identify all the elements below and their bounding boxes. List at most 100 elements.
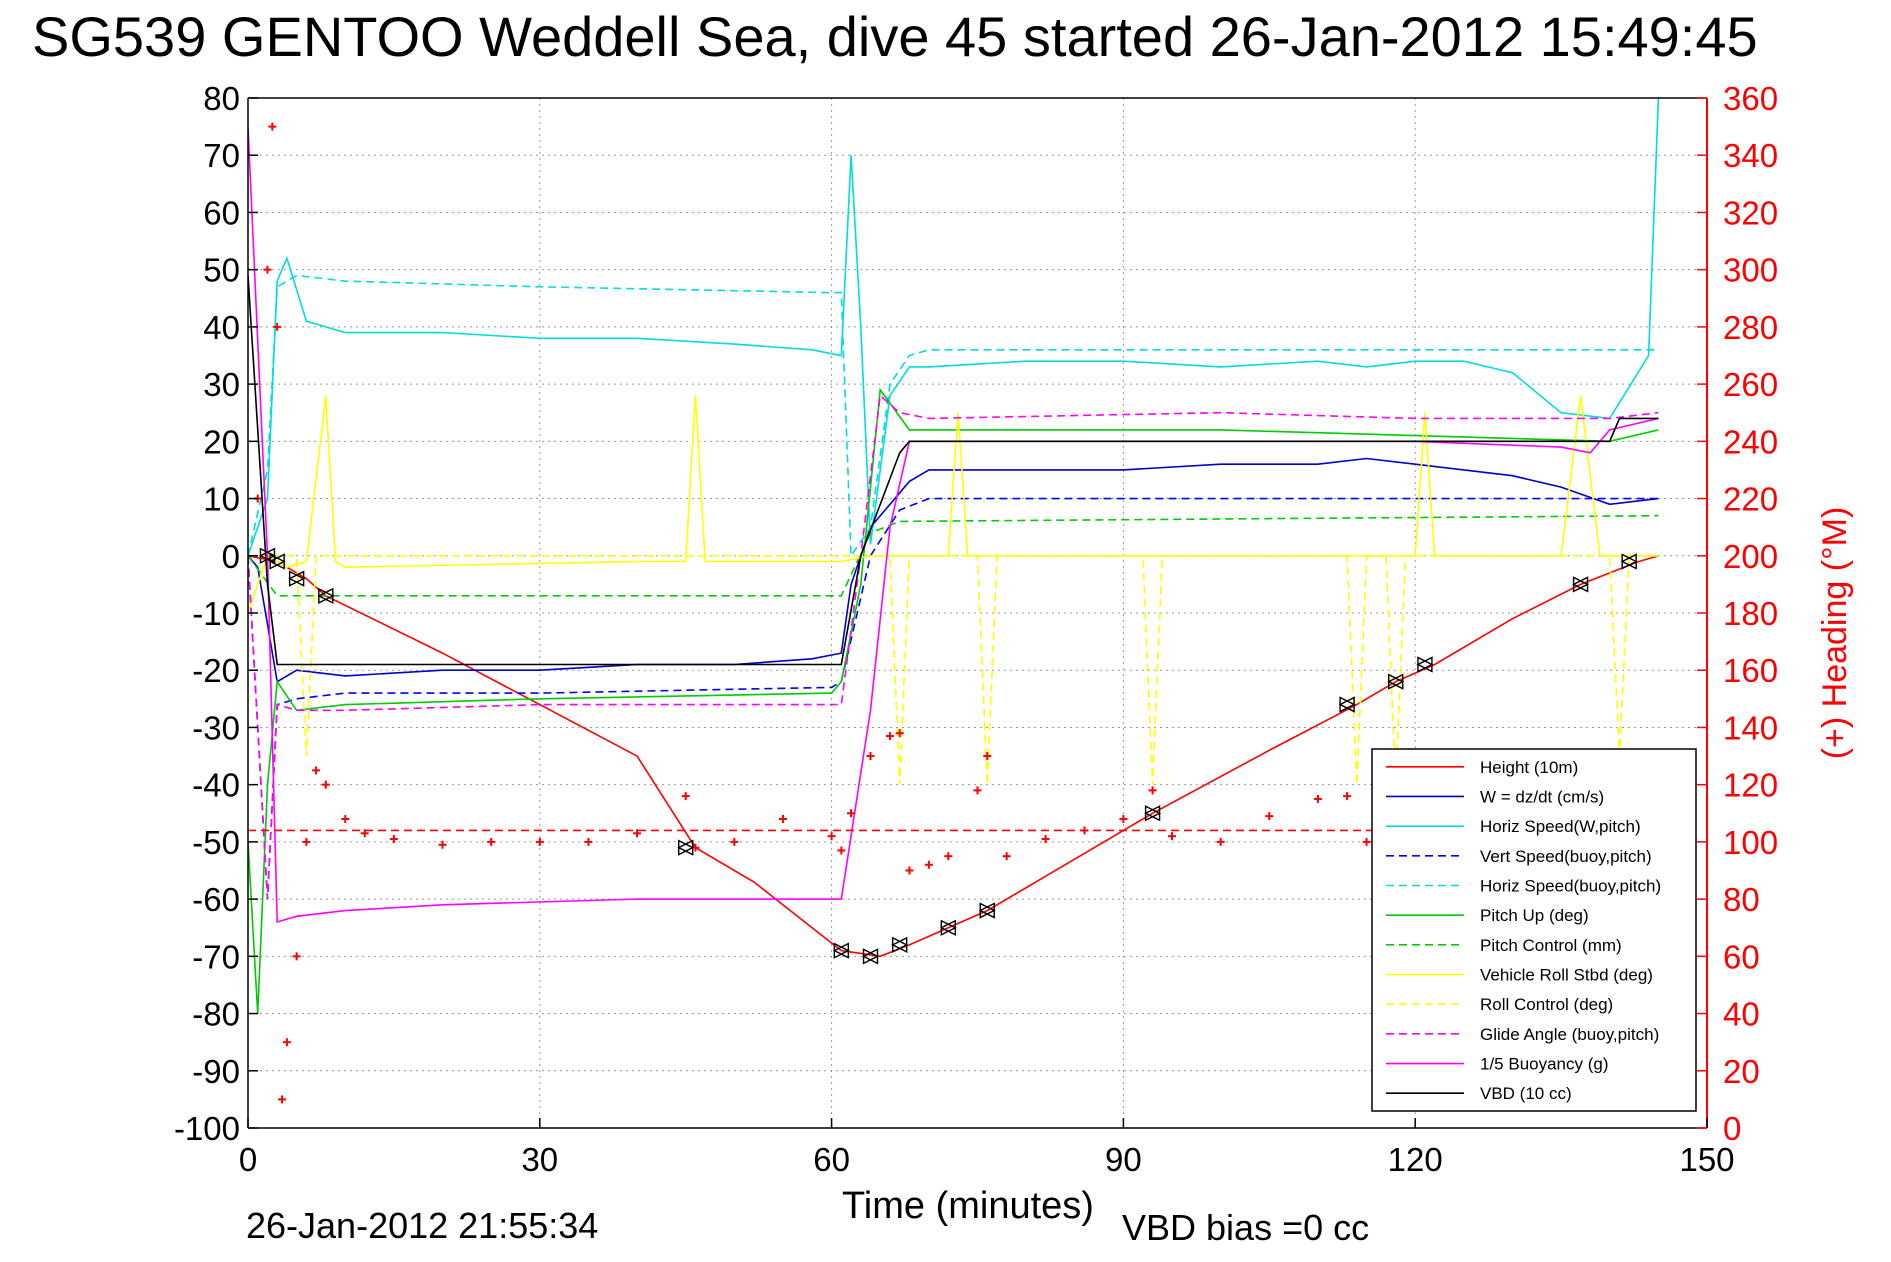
y2-tick-label: 240 — [1723, 423, 1778, 460]
heading-point — [273, 322, 282, 331]
heading-point — [438, 840, 447, 849]
event-marker — [939, 919, 957, 936]
heading-point — [487, 837, 496, 846]
legend-item: Pitch Up (deg) — [1386, 906, 1589, 925]
y2-tick-label: 340 — [1723, 137, 1778, 174]
y-tick-label: -40 — [192, 767, 240, 804]
series-line — [248, 554, 1659, 785]
event-marker — [258, 547, 277, 564]
legend-label: Vert Speed(buoy,pitch) — [1480, 847, 1652, 866]
y2-tick-label: 200 — [1723, 538, 1778, 575]
heading-point — [895, 729, 904, 738]
series-line — [248, 497, 1659, 900]
y-tick-label: 40 — [203, 309, 240, 346]
y2-tick-label: 20 — [1723, 1053, 1760, 1090]
event-marker — [1144, 805, 1162, 822]
y-tick-label: 20 — [203, 423, 240, 460]
y2-axis-label: (+) Heading (°M) — [1816, 507, 1854, 760]
y2-tick-label: 160 — [1723, 652, 1778, 689]
legend-label: 1/5 Buoyancy (g) — [1480, 1055, 1609, 1074]
y-tick-label: 60 — [203, 194, 240, 231]
heading-point — [584, 837, 593, 846]
heading-point — [924, 860, 933, 869]
series-line — [248, 457, 1659, 683]
y-tick-label: -60 — [192, 881, 240, 918]
y-tick-label: -50 — [192, 824, 240, 861]
y2-tick-label: 300 — [1723, 252, 1778, 289]
y2-tick-label: 360 — [1723, 80, 1778, 117]
event-marker — [1620, 553, 1638, 570]
event-marker — [317, 587, 335, 604]
y2-tick-label: 140 — [1723, 709, 1778, 746]
series-line — [248, 274, 1659, 559]
heading-point — [866, 752, 875, 761]
x-tick-label: 120 — [1388, 1141, 1443, 1178]
x-tick-label: 150 — [1679, 1141, 1734, 1178]
series-line — [248, 126, 1659, 924]
y-tick-label: 30 — [203, 366, 240, 403]
heading-point — [282, 1038, 291, 1047]
legend-label: Roll Control (deg) — [1480, 995, 1613, 1014]
heading-point — [633, 829, 642, 838]
legend-item: 1/5 Buoyancy (g) — [1386, 1055, 1609, 1074]
heading-point — [341, 815, 350, 823]
event-marker — [677, 839, 695, 856]
heading-point — [1168, 832, 1177, 841]
x-tick-label: 0 — [239, 1141, 257, 1178]
heading-point — [360, 829, 369, 838]
event-marker — [832, 942, 850, 959]
footer-vbd-bias: VBD bias =0 cc — [1122, 1207, 1370, 1248]
y2-tick-label: 220 — [1723, 481, 1778, 518]
y-tick-label: -80 — [192, 996, 240, 1033]
series-line — [248, 393, 1659, 900]
heading-point — [1362, 837, 1371, 846]
x-tick-label: 90 — [1105, 1141, 1142, 1178]
legend-label: Pitch Up (deg) — [1480, 906, 1589, 925]
event-marker — [1571, 576, 1590, 593]
heading-point — [778, 815, 787, 823]
legend: Height (10m) W = dz/dt (cm/s) Horiz Speed(… — [1371, 748, 1697, 1112]
legend-label: Horiz Speed(buoy,pitch) — [1480, 876, 1661, 895]
legend-label: VBD (10 cc) — [1480, 1084, 1572, 1103]
legend-label: Horiz Speed(W,pitch) — [1480, 817, 1641, 836]
heading-point — [263, 265, 272, 274]
footer-timestamp: 26-Jan-2012 21:55:34 — [246, 1205, 599, 1246]
heading-point — [1148, 786, 1157, 795]
y-tick-label: 10 — [203, 481, 240, 518]
heading-point — [389, 835, 398, 844]
heading-point — [973, 786, 982, 795]
x-tick-label: 30 — [521, 1141, 558, 1178]
legend-item: Roll Control (deg) — [1386, 995, 1613, 1014]
axes: 0 30 60 90 120 150-100-90-80-70-60-50-40-30-2… — [174, 80, 1854, 1178]
legend-box — [1371, 748, 1697, 1112]
legend-item: Horiz Speed(W,pitch) — [1386, 817, 1641, 836]
heading-point — [837, 846, 846, 855]
heading-point — [885, 732, 894, 741]
event-marker — [891, 936, 909, 954]
y-tick-label: -20 — [192, 652, 240, 689]
y2-tick-label: 60 — [1723, 938, 1760, 975]
series-line — [248, 395, 1659, 614]
heading-point — [983, 752, 992, 761]
series-line — [248, 98, 1660, 557]
legend-item: Glide Angle (buoy,pitch) — [1386, 1025, 1659, 1044]
y-tick-label: 80 — [203, 80, 240, 117]
y-tick-label: -90 — [192, 1053, 240, 1090]
heading-point — [847, 809, 856, 818]
y-tick-label: 70 — [203, 137, 240, 174]
heading-point — [681, 792, 690, 801]
heading-point — [827, 832, 836, 841]
legend-item: VBD (10 cc) — [1386, 1084, 1572, 1103]
heading-point — [312, 766, 321, 775]
heading-point — [1265, 812, 1274, 821]
heading-point — [1313, 794, 1322, 803]
event-marker — [1387, 673, 1405, 690]
heading-point — [905, 866, 914, 875]
series-line — [248, 555, 1659, 958]
heading-point — [535, 837, 544, 846]
legend-item: Vehicle Roll Stbd (deg) — [1386, 966, 1653, 985]
y2-tick-label: 180 — [1723, 595, 1778, 632]
legend-item: Vert Speed(buoy,pitch) — [1386, 847, 1652, 866]
heading-point — [944, 852, 953, 861]
event-marker — [978, 902, 996, 919]
